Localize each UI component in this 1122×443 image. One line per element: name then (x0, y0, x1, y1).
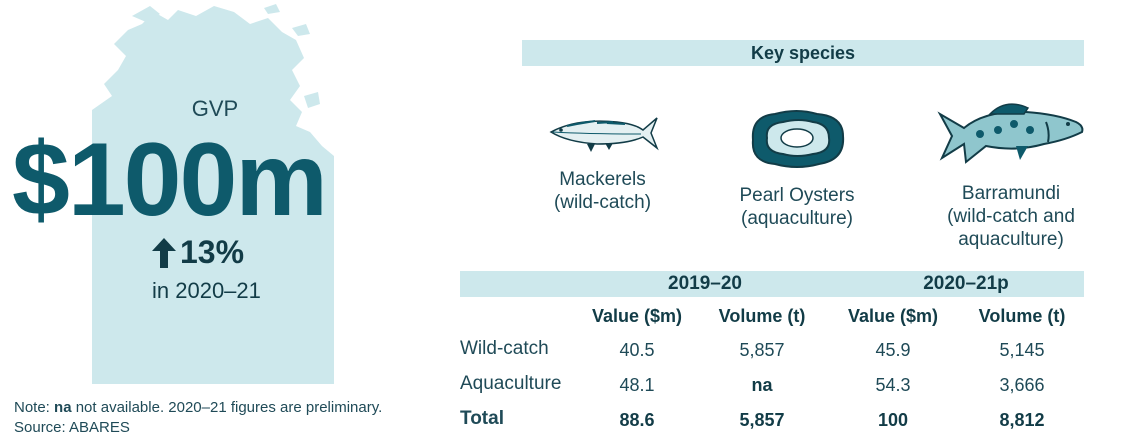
species-type-2: aquaculture) (958, 229, 1064, 250)
table-cell: 5,857 (739, 340, 785, 360)
mackerel-icon (549, 117, 659, 152)
table-cell: 5,145 (999, 340, 1045, 360)
gvp-change: 13% (152, 234, 244, 271)
note-na: na (54, 399, 72, 416)
species-pearl-oysters: Pearl Oysters (aquaculture) (712, 106, 882, 230)
note-source: Source: ABARES (14, 419, 130, 436)
column-header: Volume (t) (718, 306, 806, 326)
species-type: (aquaculture) (741, 208, 853, 229)
key-species-header: Key species (522, 40, 1084, 66)
table-header-bar (460, 271, 1084, 297)
note-text: not available. 2020–21 figures are preli… (71, 399, 383, 416)
gvp-change-value: 13% (180, 234, 245, 270)
row-label-wild-catch: Wild-catch (460, 338, 549, 359)
pearl-oyster-icon (751, 110, 845, 168)
barramundi-icon (937, 103, 1084, 164)
column-header: Value ($m) (847, 306, 939, 326)
row-label-aquaculture: Aquaculture (460, 373, 562, 394)
species-type: (wild-catch) (553, 192, 652, 213)
table-cell: 100 (877, 410, 909, 430)
gvp-period: in 2020–21 (152, 278, 261, 303)
northern-territory-map (92, 4, 334, 384)
species-mackerels: Mackerels (wild-catch) (520, 112, 685, 214)
period-2020-21p: 2020–21p (923, 273, 1009, 294)
table-cell: 88.6 (619, 410, 655, 430)
column-header: Volume (t) (978, 306, 1066, 326)
table-cell: 48.1 (619, 375, 655, 395)
note-prefix: Note: (14, 399, 55, 416)
table-cell: 3,666 (999, 375, 1045, 395)
gvp-value: $100m (12, 122, 328, 238)
table-cell: 5,857 (739, 410, 785, 430)
arrow-up-icon (152, 237, 176, 268)
species-barramundi: Barramundi (wild-catch and aquaculture) (920, 96, 1102, 251)
species-name: Pearl Oysters (739, 185, 855, 206)
note: Note: na not available. 2020–21 figures … (14, 398, 382, 438)
row-label-total: Total (460, 408, 504, 429)
gvp-label: GVP (191, 96, 239, 121)
table-cell: na (751, 375, 773, 395)
table-cell: 54.3 (875, 375, 911, 395)
table-cell: 45.9 (875, 340, 911, 360)
species-name: Mackerels (559, 169, 646, 190)
column-header: Value ($m) (591, 306, 683, 326)
table-cell: 40.5 (619, 340, 655, 360)
species-type: (wild-catch and (947, 206, 1075, 227)
species-name: Barramundi (961, 183, 1061, 204)
period-2019-20: 2019–20 (668, 273, 742, 294)
table-cell: 8,812 (999, 410, 1045, 430)
